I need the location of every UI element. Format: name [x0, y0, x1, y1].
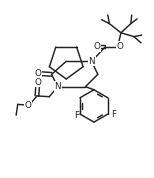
Text: O: O [24, 101, 31, 110]
Text: N: N [55, 82, 61, 91]
Text: O: O [34, 78, 41, 87]
Text: O: O [35, 69, 41, 78]
Text: O: O [93, 42, 100, 51]
Text: F: F [74, 111, 79, 120]
Text: O: O [116, 42, 123, 51]
Text: F: F [111, 109, 116, 119]
Text: N: N [88, 57, 95, 66]
